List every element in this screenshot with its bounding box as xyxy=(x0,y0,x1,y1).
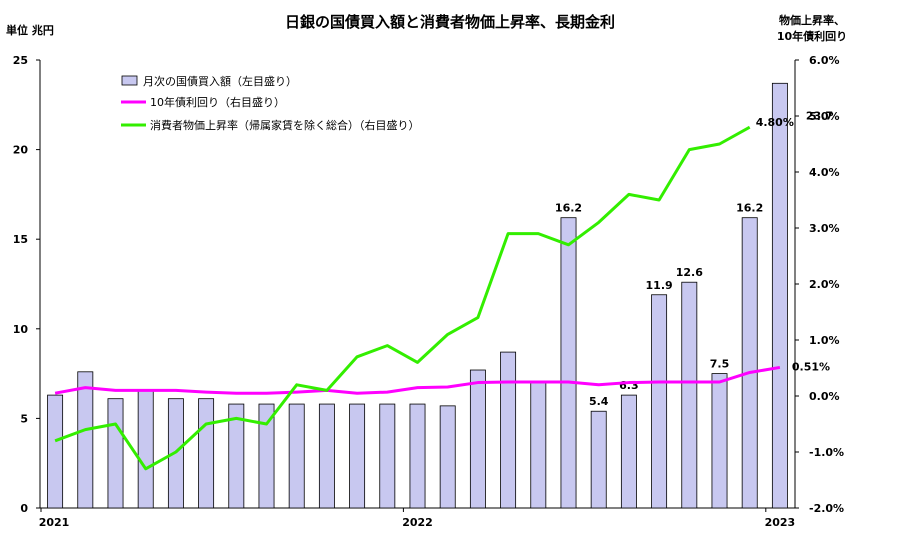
bar xyxy=(711,373,728,509)
left-tick-label: 25 xyxy=(13,54,28,67)
right-tick-label: -1.0% xyxy=(809,446,844,459)
right-tick-label: 6.0% xyxy=(809,54,840,67)
bar xyxy=(137,389,154,509)
yield-end-label: 0.51% xyxy=(792,360,830,373)
legend-cpi-label: 消費者物価上昇率（帰属家賃を除く総合）（右目盛り） xyxy=(150,118,420,132)
right-tick-label: 3.0% xyxy=(809,222,840,235)
bar xyxy=(107,398,124,509)
x-tick-label: 2023 xyxy=(765,516,796,529)
bar-data-label: 16.2 xyxy=(736,202,763,215)
x-tick-label: 2022 xyxy=(402,516,433,529)
bar-data-label: 16.2 xyxy=(555,202,582,215)
x-tick-label: 2021 xyxy=(39,516,70,529)
right-tick-label: 0.0% xyxy=(809,390,840,403)
bar-data-label: 11.9 xyxy=(646,279,673,292)
bar xyxy=(77,371,94,509)
right-tick-label: 2.0% xyxy=(809,278,840,291)
bar xyxy=(318,403,335,509)
left-unit-label: 単位 兆円 xyxy=(6,23,54,37)
left-tick-label: 15 xyxy=(13,233,28,246)
bar xyxy=(379,403,396,509)
bar xyxy=(258,403,275,509)
legend-bars-swatch xyxy=(121,75,138,86)
bar xyxy=(439,405,456,509)
bar xyxy=(771,82,788,509)
bar xyxy=(741,217,758,509)
bar xyxy=(228,403,245,509)
bar xyxy=(681,281,698,509)
left-tick-label: 5 xyxy=(20,412,28,425)
bar xyxy=(47,394,64,509)
plot-area: 0 5 10 15 20 25 -2.0% -1.0% 0.0% 1.0% 2.0% 3.0% 4.0%… xyxy=(13,54,844,529)
bar xyxy=(198,398,215,509)
bar xyxy=(349,403,366,509)
right-tick-label: -2.0% xyxy=(809,502,844,515)
legend: 月次の国債買入額（左目盛り） 10年債利回り（右目盛り） 消費者物価上昇率（帰属… xyxy=(121,74,420,132)
cpi-line xyxy=(54,125,751,471)
right-tick-label: 1.0% xyxy=(809,334,840,347)
yield-line xyxy=(54,365,781,395)
bar xyxy=(409,403,426,509)
bar xyxy=(560,217,577,509)
bar-data-label: 5.4 xyxy=(589,395,609,408)
bar-data-label: 23.7 xyxy=(806,109,833,122)
bar-data-label: 12.6 xyxy=(676,266,703,279)
left-tick-label: 0 xyxy=(20,502,28,515)
bar xyxy=(530,382,547,509)
bar-data-label: 7.5 xyxy=(710,358,730,371)
legend-yield-label: 10年債利回り（右目盛り） xyxy=(150,95,285,109)
bar xyxy=(620,394,637,509)
legend-bars-label: 月次の国債買入額（左目盛り） xyxy=(143,74,297,88)
bar xyxy=(590,410,607,509)
right-tick-label: 5.0% xyxy=(809,110,840,123)
chart-title: 日銀の国債買入額と消費者物価上昇率、長期金利 xyxy=(285,13,615,31)
bar xyxy=(500,351,517,509)
bar xyxy=(651,294,668,509)
cpi-end-label: 4.80% xyxy=(756,116,794,129)
bar xyxy=(288,403,305,509)
left-tick-label: 10 xyxy=(13,323,29,336)
left-tick-label: 20 xyxy=(13,144,29,157)
bar xyxy=(469,369,486,509)
right-tick-label: 4.0% xyxy=(809,166,840,179)
right-unit-label-2: 10年債利回り xyxy=(777,29,847,43)
right-unit-label-1: 物価上昇率、 xyxy=(779,13,845,27)
